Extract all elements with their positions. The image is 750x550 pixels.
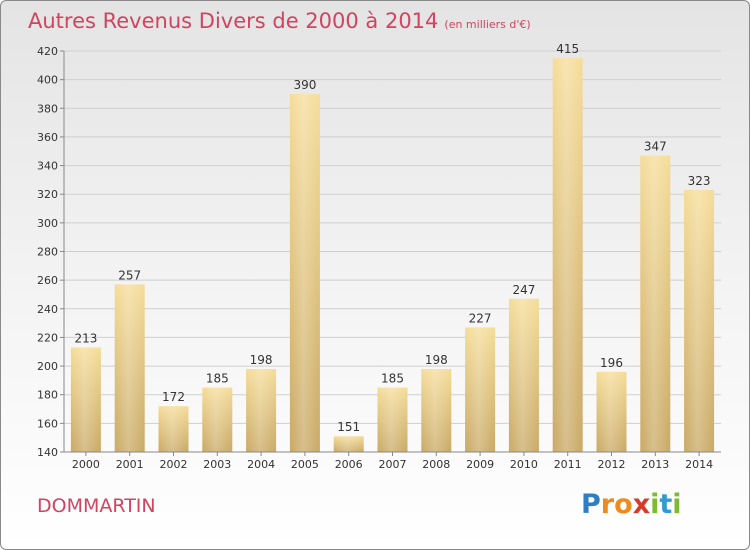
y-tick-label: 160 [37,417,58,430]
bar-shine [377,387,408,452]
value-label: 257 [118,268,141,282]
x-tick-label: 2007 [379,458,407,471]
bar-shine [114,284,145,452]
chart-title-text: Autres Revenus Divers de 2000 à 2014 [28,9,439,33]
value-label: 172 [162,390,185,404]
x-tick-label: 2012 [598,458,626,471]
value-label: 247 [512,283,535,297]
x-tick-label: 2008 [422,458,450,471]
x-tick-label: 2014 [685,458,713,471]
logo-letter: i [650,489,660,520]
proxiti-logo: Proxiti [581,489,682,520]
bars: 213 257 172 185 198 390 151 185 198 227 247 415 196 3… [70,42,715,453]
logo-letter: t [659,489,673,520]
bar-shine [684,189,715,453]
x-tick-label: 2006 [335,458,363,471]
y-tick-label: 360 [37,131,58,144]
value-label: 323 [688,174,711,188]
x-tick-label: 2003 [203,458,231,471]
x-tick-label: 2001 [116,458,144,471]
bar-shine [508,298,539,452]
bar-shine [246,368,277,452]
bar-shine [421,368,452,452]
logo-letter: P [581,489,601,520]
x-tick-label: 2005 [291,458,319,471]
y-tick-label: 200 [37,360,58,373]
bar-shine [552,58,583,453]
y-tick-label: 380 [37,102,58,115]
x-tick-label: 2011 [554,458,582,471]
bar-shine [70,347,101,452]
value-label: 198 [425,353,448,367]
logo-letter: i [672,489,682,520]
value-label: 185 [381,372,404,386]
y-tick-label: 260 [37,274,58,287]
bar-shine [202,387,233,452]
chart-subtitle: (en milliers d'€) [444,18,531,31]
y-tick-label: 320 [37,188,58,201]
y-tick-label: 300 [37,217,58,230]
y-tick-label: 240 [37,303,58,316]
bar-shine [596,371,627,452]
x-tick-label: 2013 [641,458,669,471]
axes: 140 160 180 200 220 240 260 280 300 320 340 360 380 4… [37,45,721,471]
value-label: 390 [293,78,316,92]
x-tick-label: 2000 [72,458,100,471]
bar-shine [289,93,320,452]
y-tick-label: 420 [37,45,58,58]
logo-letter: o [614,489,633,520]
value-label: 347 [644,140,667,154]
x-tick-label: 2004 [247,458,275,471]
y-tick-label: 220 [37,331,58,344]
x-tick-label: 2009 [466,458,494,471]
bar-shine [465,327,496,452]
value-label: 213 [74,331,97,345]
value-label: 198 [250,353,273,367]
chart-title: Autres Revenus Divers de 2000 à 2014 (en … [28,9,531,33]
value-label: 227 [469,311,492,325]
value-label: 415 [556,42,579,56]
value-label: 196 [600,356,623,370]
y-tick-label: 140 [37,446,58,459]
town-name: DOMMARTIN [37,495,156,517]
y-tick-label: 400 [37,74,58,87]
x-tick-label: 2010 [510,458,538,471]
y-tick-label: 280 [37,246,58,259]
bar-shine [158,406,189,452]
logo-letter: r [600,489,615,520]
logo-letter: x [632,489,651,520]
bar-shine [333,436,364,452]
x-tick-label: 2002 [160,458,188,471]
y-tick-label: 180 [37,389,58,402]
value-label: 151 [337,420,360,434]
y-tick-label: 340 [37,160,58,173]
value-label: 185 [206,372,229,386]
bar-shine [640,155,671,452]
